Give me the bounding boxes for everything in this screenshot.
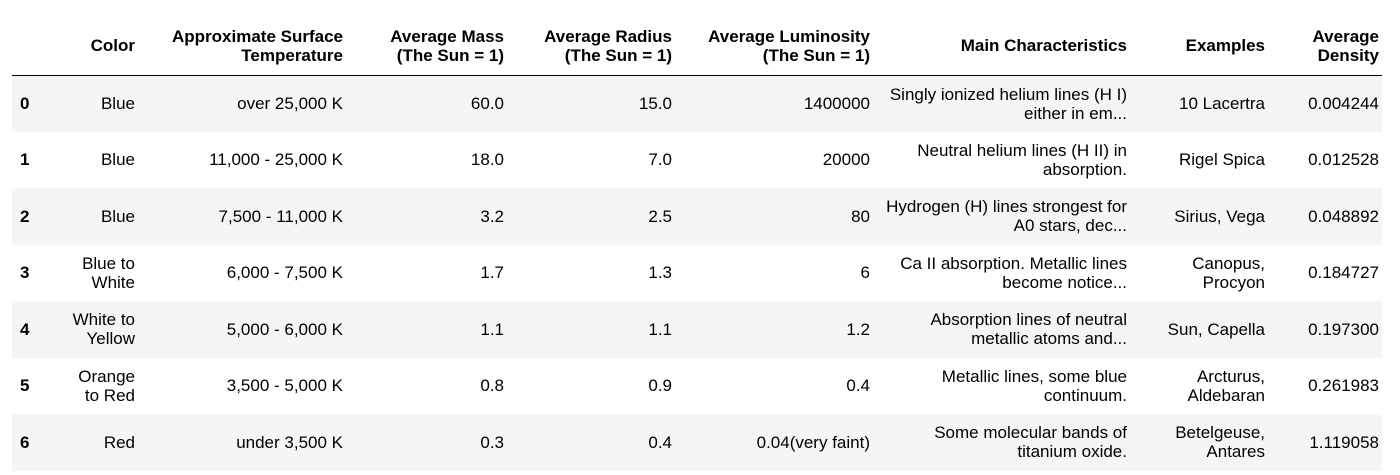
- column-header-radius: Average Radius (The Sun = 1): [507, 17, 675, 76]
- cell-radius: 0.9: [648, 376, 672, 396]
- cell-examples: Betelgeuse, Antares: [1175, 423, 1265, 462]
- cell-mass: 1.7: [480, 263, 504, 283]
- cell-radius: 2.5: [648, 206, 672, 226]
- cell-luminosity: 1400000: [803, 94, 870, 113]
- cell-density: 0.012528: [1308, 150, 1379, 170]
- cell-temperature: 7,500 - 11,000 K: [218, 206, 343, 226]
- cell-characteristics: Absorption lines of neutral metallic ato…: [930, 310, 1127, 349]
- cell-characteristics: Hydrogen (H) lines strongest for A0 star…: [886, 197, 1127, 236]
- cell-density: 0.004244: [1308, 94, 1379, 113]
- cell-temperature: 11,000 - 25,000 K: [209, 150, 343, 170]
- cell-density: 0.048892: [1308, 206, 1379, 226]
- table-body: 0 Blue over 25,000 K 60.0 15.0 1400000 S…: [12, 75, 1382, 471]
- cell-radius: 1.3: [648, 263, 672, 283]
- cell-color: Orange to Red: [78, 366, 135, 405]
- cell-luminosity: 6: [860, 263, 870, 283]
- row-index: 0: [20, 94, 30, 113]
- cell-mass: 0.8: [480, 376, 504, 396]
- cell-mass: 3.2: [480, 206, 504, 226]
- cell-characteristics: Singly ionized helium lines (H I) either…: [889, 84, 1127, 123]
- cell-temperature: under 3,500 K: [236, 432, 343, 452]
- cell-color: Blue to White: [82, 253, 135, 292]
- cell-luminosity: 20000: [822, 150, 870, 170]
- row-index: 1: [20, 150, 30, 170]
- table-row: 2 Blue 7,500 - 11,000 K 3.2 2.5 80 Hydro…: [12, 188, 1382, 245]
- row-index: 5: [20, 376, 30, 396]
- cell-color: Blue: [100, 94, 135, 113]
- table-header: Color Approximate Surface Temperature Av…: [12, 17, 1382, 76]
- cell-mass: 1.1: [480, 319, 504, 339]
- row-index: 6: [20, 432, 30, 452]
- cell-radius: 1.1: [648, 319, 672, 339]
- column-header-luminosity: Average Luminosity (The Sun = 1): [675, 17, 873, 76]
- row-index: 2: [20, 206, 30, 226]
- row-index: 3: [20, 263, 30, 283]
- cell-mass: 60.0: [470, 94, 504, 113]
- cell-density: 0.261983: [1308, 376, 1379, 396]
- cell-temperature: 5,000 - 6,000 K: [226, 319, 343, 339]
- cell-color: Blue: [100, 150, 135, 170]
- cell-examples: Rigel Spica: [1179, 150, 1265, 170]
- cell-temperature: 6,000 - 7,500 K: [226, 263, 343, 283]
- index-header: [12, 17, 56, 76]
- cell-examples: Sirius, Vega: [1174, 206, 1265, 226]
- cell-color: Blue: [100, 206, 135, 226]
- cell-temperature: over 25,000 K: [237, 94, 343, 113]
- column-header-mass: Average Mass (The Sun = 1): [346, 17, 507, 76]
- cell-luminosity: 80: [851, 206, 870, 226]
- table-row: 5 Orange to Red 3,500 - 5,000 K 0.8 0.9 …: [12, 357, 1382, 414]
- cell-density: 0.197300: [1308, 319, 1379, 339]
- cell-mass: 18.0: [470, 150, 504, 170]
- cell-temperature: 3,500 - 5,000 K: [226, 376, 343, 396]
- cell-characteristics: Ca II absorption. Metallic lines become …: [900, 253, 1127, 292]
- cell-examples: 10 Lacertra: [1179, 94, 1265, 113]
- cell-characteristics: Some molecular bands of titanium oxide.: [934, 423, 1127, 462]
- dataframe-table: Color Approximate Surface Temperature Av…: [12, 17, 1382, 471]
- cell-color: Red: [103, 432, 135, 452]
- cell-radius: 15.0: [638, 94, 672, 113]
- cell-examples: Sun, Capella: [1167, 319, 1265, 339]
- cell-characteristics: Metallic lines, some blue continuum.: [941, 366, 1127, 405]
- header-row: Color Approximate Surface Temperature Av…: [12, 17, 1382, 76]
- cell-examples: Arcturus, Aldebaran: [1187, 366, 1265, 405]
- cell-characteristics: Neutral helium lines (H II) in absorptio…: [917, 140, 1127, 179]
- row-index: 4: [20, 319, 30, 339]
- cell-luminosity: 0.4: [846, 376, 870, 396]
- cell-luminosity: 0.04(very faint): [756, 432, 870, 452]
- cell-density: 0.184727: [1308, 263, 1379, 283]
- column-header-density: Average Density: [1268, 17, 1382, 76]
- cell-color: White to Yellow: [72, 310, 135, 349]
- cell-examples: Canopus, Procyon: [1192, 253, 1265, 292]
- cell-density: 1.119058: [1309, 432, 1379, 452]
- column-header-examples: Examples: [1130, 17, 1268, 76]
- table-row: 6 Red under 3,500 K 0.3 0.4 0.04(very fa…: [12, 414, 1382, 471]
- column-header-temperature: Approximate Surface Temperature: [138, 17, 346, 76]
- table-row: 4 White to Yellow 5,000 - 6,000 K 1.1 1.…: [12, 301, 1382, 358]
- column-header-characteristics: Main Characteristics: [873, 17, 1130, 76]
- cell-mass: 0.3: [480, 432, 504, 452]
- table-row: 0 Blue over 25,000 K 60.0 15.0 1400000 S…: [12, 75, 1382, 132]
- cell-radius: 7.0: [648, 150, 672, 170]
- cell-luminosity: 1.2: [846, 319, 870, 339]
- table-row: 1 Blue 11,000 - 25,000 K 18.0 7.0 20000 …: [12, 131, 1382, 188]
- column-header-color: Color: [56, 17, 138, 76]
- cell-radius: 0.4: [648, 432, 672, 452]
- table-row: 3 Blue to White 6,000 - 7,500 K 1.7 1.3 …: [12, 244, 1382, 301]
